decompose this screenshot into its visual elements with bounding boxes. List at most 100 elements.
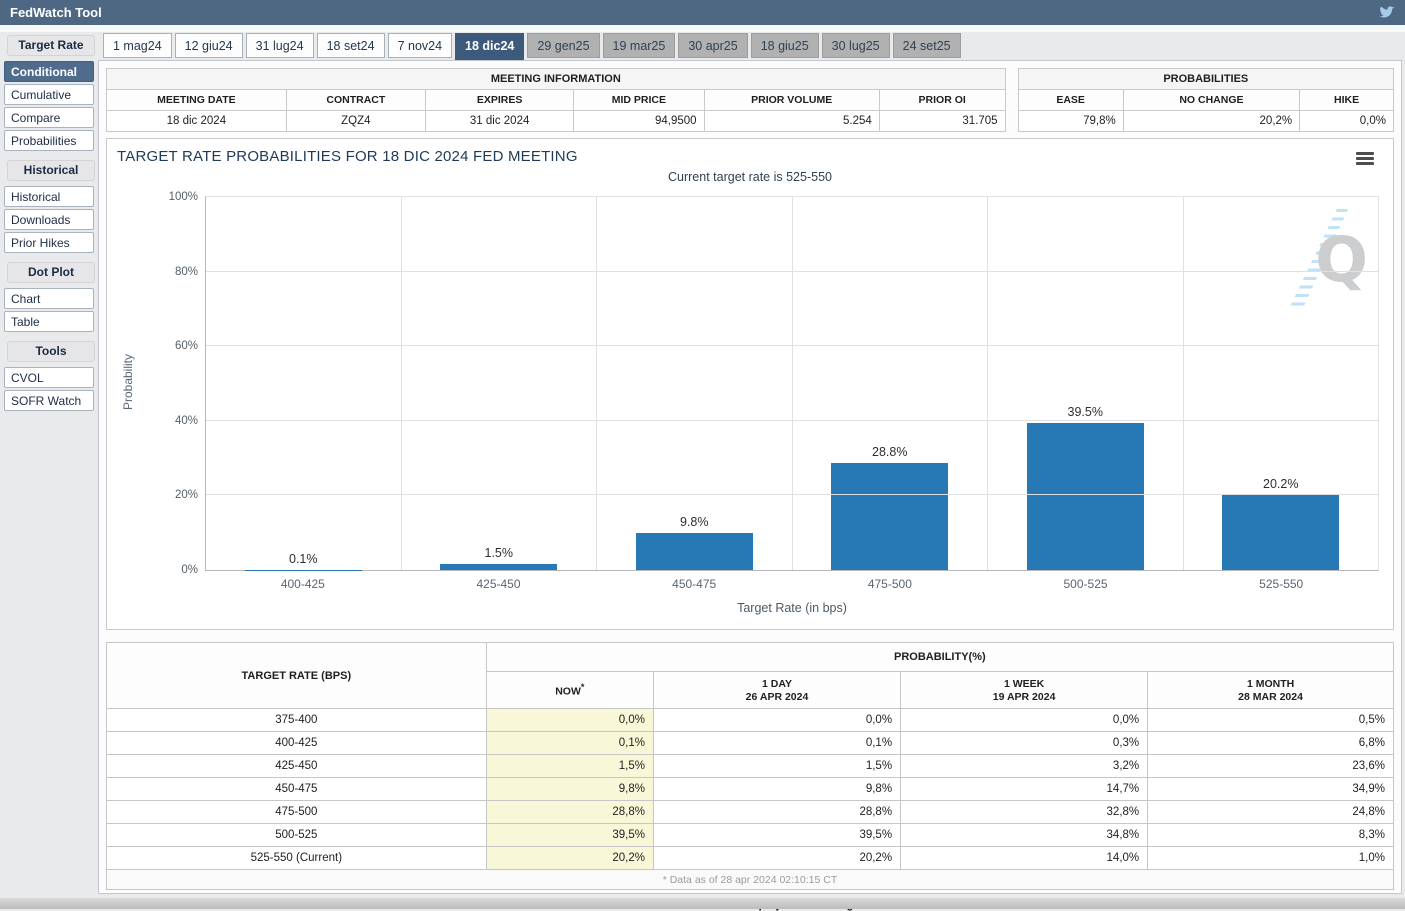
- probability-col-1-day: 1 DAY26 APR 2024: [653, 672, 900, 709]
- tab-18-dic24[interactable]: 18 dic24: [455, 33, 524, 60]
- week-cell-525-550-current: 14,0%: [901, 847, 1148, 870]
- tab-7-nov24[interactable]: 7 nov24: [388, 33, 452, 58]
- tab-18-giu25[interactable]: 18 giu25: [751, 33, 819, 58]
- table-row-450-475: 450-4759,8%9,8%14,7%34,9%: [107, 778, 1394, 801]
- now-cell-375-400: 0,0%: [486, 709, 653, 732]
- meeting-info-col-expires-2: EXPIRES: [426, 90, 574, 111]
- twitter-icon[interactable]: [1380, 6, 1395, 19]
- sidebar-item-compare[interactable]: Compare: [4, 107, 94, 128]
- probability-history-table: TARGET RATE (BPS) PROBABILITY(%) NOW*1 D…: [106, 642, 1394, 890]
- day-cell-425-450: 1,5%: [653, 755, 900, 778]
- y-gridline-40: [206, 420, 1378, 421]
- meeting-date-tabs: 1 mag2412 giu2431 lug2418 set247 nov2418…: [103, 33, 1402, 60]
- probability-col-now: NOW*: [486, 672, 653, 709]
- y-tick-40: 40%: [175, 415, 198, 427]
- y-gridline-20: [206, 494, 1378, 495]
- sidebar-item-table[interactable]: Table: [4, 311, 94, 332]
- week-cell-375-400: 0,0%: [901, 709, 1148, 732]
- y-tick-100: 100%: [169, 191, 198, 203]
- bar-value-label-475-500: 28.8%: [793, 445, 988, 459]
- bar-slots: 0.1%1.5%9.8%28.8%39.5%20.2%: [206, 197, 1378, 570]
- y-axis-title: Probability: [121, 342, 135, 422]
- y-tick-80: 80%: [175, 266, 198, 278]
- tab-24-set25[interactable]: 24 set25: [893, 33, 961, 58]
- sidebar-item-historical[interactable]: Historical: [4, 186, 94, 207]
- tab-19-mar25[interactable]: 19 mar25: [603, 33, 676, 58]
- month-cell-425-450: 23,6%: [1148, 755, 1394, 778]
- tab-29-gen25[interactable]: 29 gen25: [527, 33, 599, 58]
- meeting-info-col-meeting-date-0: MEETING DATE: [107, 90, 287, 111]
- table-row-500-525: 500-52539,5%39,5%34,8%8,3%: [107, 824, 1394, 847]
- rate-cell-400-425: 400-425: [107, 732, 487, 755]
- prob-summary-value-79-8-0: 79,8%: [1018, 111, 1123, 132]
- tab-1-mag24[interactable]: 1 mag24: [103, 33, 172, 58]
- probability-col-1-month: 1 MONTH28 MAR 2024: [1148, 672, 1394, 709]
- meeting-information-table: MEETING INFORMATION MEETING DATECONTRACT…: [106, 68, 1006, 132]
- prob-summary-col-no-change-1: NO CHANGE: [1123, 90, 1299, 111]
- now-cell-500-525: 39,5%: [486, 824, 653, 847]
- sidebar-item-probabilities[interactable]: Probabilities: [4, 130, 94, 151]
- now-cell-450-475: 9,8%: [486, 778, 653, 801]
- meeting-info-col-mid-price-3: MID PRICE: [574, 90, 704, 111]
- bar-450-475: [636, 533, 753, 570]
- content-panel: MEETING INFORMATION MEETING DATECONTRACT…: [98, 60, 1402, 894]
- meeting-info-value-94-9500-3: 94,9500: [574, 111, 704, 132]
- meeting-info-col-prior-volume-4: PRIOR VOLUME: [704, 90, 879, 111]
- rate-cell-375-400: 375-400: [107, 709, 487, 732]
- x-axis-tick-labels: 400-425425-450450-475475-500500-525525-5…: [205, 577, 1379, 591]
- week-cell-450-475: 14,7%: [901, 778, 1148, 801]
- probability-col-label-now: NOW: [555, 686, 581, 698]
- tab-18-set24[interactable]: 18 set24: [317, 33, 385, 58]
- bar-slot-425-450: 1.5%: [402, 197, 598, 570]
- week-cell-400-425: 0,3%: [901, 732, 1148, 755]
- sidebar-item-prior-hikes[interactable]: Prior Hikes: [4, 232, 94, 253]
- tab-30-lug25[interactable]: 30 lug25: [822, 33, 890, 58]
- info-summary-row: MEETING INFORMATION MEETING DATECONTRACT…: [106, 68, 1394, 132]
- hamburger-menu-icon[interactable]: [1356, 152, 1374, 167]
- x-tick-475-500: 475-500: [792, 577, 988, 591]
- meeting-info-col-prior-oi-5: PRIOR OI: [879, 90, 1005, 111]
- sidebar-item-downloads[interactable]: Downloads: [4, 209, 94, 230]
- rate-cell-525-550-current: 525-550 (Current): [107, 847, 487, 870]
- sidebar-group-tools: Tools: [7, 341, 95, 362]
- table-row-525-550-current: 525-550 (Current)20,2%20,2%14,0%1,0%: [107, 847, 1394, 870]
- bar-value-label-525-550: 20.2%: [1184, 477, 1379, 491]
- app-title: FedWatch Tool: [10, 5, 102, 20]
- rate-cell-500-525: 500-525: [107, 824, 487, 847]
- x-tick-500-525: 500-525: [988, 577, 1184, 591]
- bar-425-450: [440, 564, 557, 570]
- tab-31-lug24[interactable]: 31 lug24: [246, 33, 314, 58]
- target-rate-probability-chart: TARGET RATE PROBABILITIES FOR 18 DIC 202…: [106, 138, 1394, 630]
- meeting-info-value-31-dic-2024-2: 31 dic 2024: [426, 111, 574, 132]
- probability-col-label-1-day: 1 DAY: [762, 678, 792, 690]
- day-cell-375-400: 0,0%: [653, 709, 900, 732]
- tab-30-apr25[interactable]: 30 apr25: [678, 33, 747, 58]
- day-cell-500-525: 39,5%: [653, 824, 900, 847]
- probability-col-date-19-apr-2024: 19 APR 2024: [902, 691, 1146, 703]
- meeting-info-value-31-705-5: 31.705: [879, 111, 1005, 132]
- prob-summary-col-hike-2: HIKE: [1300, 90, 1394, 111]
- sidebar-item-cumulative[interactable]: Cumulative: [4, 84, 94, 105]
- month-cell-450-475: 34,9%: [1148, 778, 1394, 801]
- day-cell-400-425: 0,1%: [653, 732, 900, 755]
- sidebar-item-conditional[interactable]: Conditional: [4, 61, 94, 82]
- table-row-425-450: 425-4501,5%1,5%3,2%23,6%: [107, 755, 1394, 778]
- tab-12-giu24[interactable]: 12 giu24: [175, 33, 243, 58]
- sidebar: Target RateConditionalCumulativeCompareP…: [4, 33, 98, 413]
- probability-col-label-1-week: 1 WEEK: [1004, 678, 1044, 690]
- y-gridline-80: [206, 271, 1378, 272]
- x-tick-450-475: 450-475: [596, 577, 792, 591]
- month-cell-375-400: 0,5%: [1148, 709, 1394, 732]
- sidebar-group-dot-plot: Dot Plot: [7, 262, 95, 283]
- week-cell-475-500: 32,8%: [901, 801, 1148, 824]
- sidebar-item-cvol[interactable]: CVOL: [4, 367, 94, 388]
- bar-slot-500-525: 39.5%: [988, 197, 1184, 570]
- sidebar-item-chart[interactable]: Chart: [4, 288, 94, 309]
- probability-col-1-week: 1 WEEK19 APR 2024: [901, 672, 1148, 709]
- bar-value-label-400-425: 0.1%: [206, 552, 401, 566]
- sidebar-item-sofr-watch[interactable]: SOFR Watch: [4, 390, 94, 411]
- bar-500-525: [1027, 423, 1144, 570]
- month-cell-475-500: 24,8%: [1148, 801, 1394, 824]
- week-cell-425-450: 3,2%: [901, 755, 1148, 778]
- rate-cell-475-500: 475-500: [107, 801, 487, 824]
